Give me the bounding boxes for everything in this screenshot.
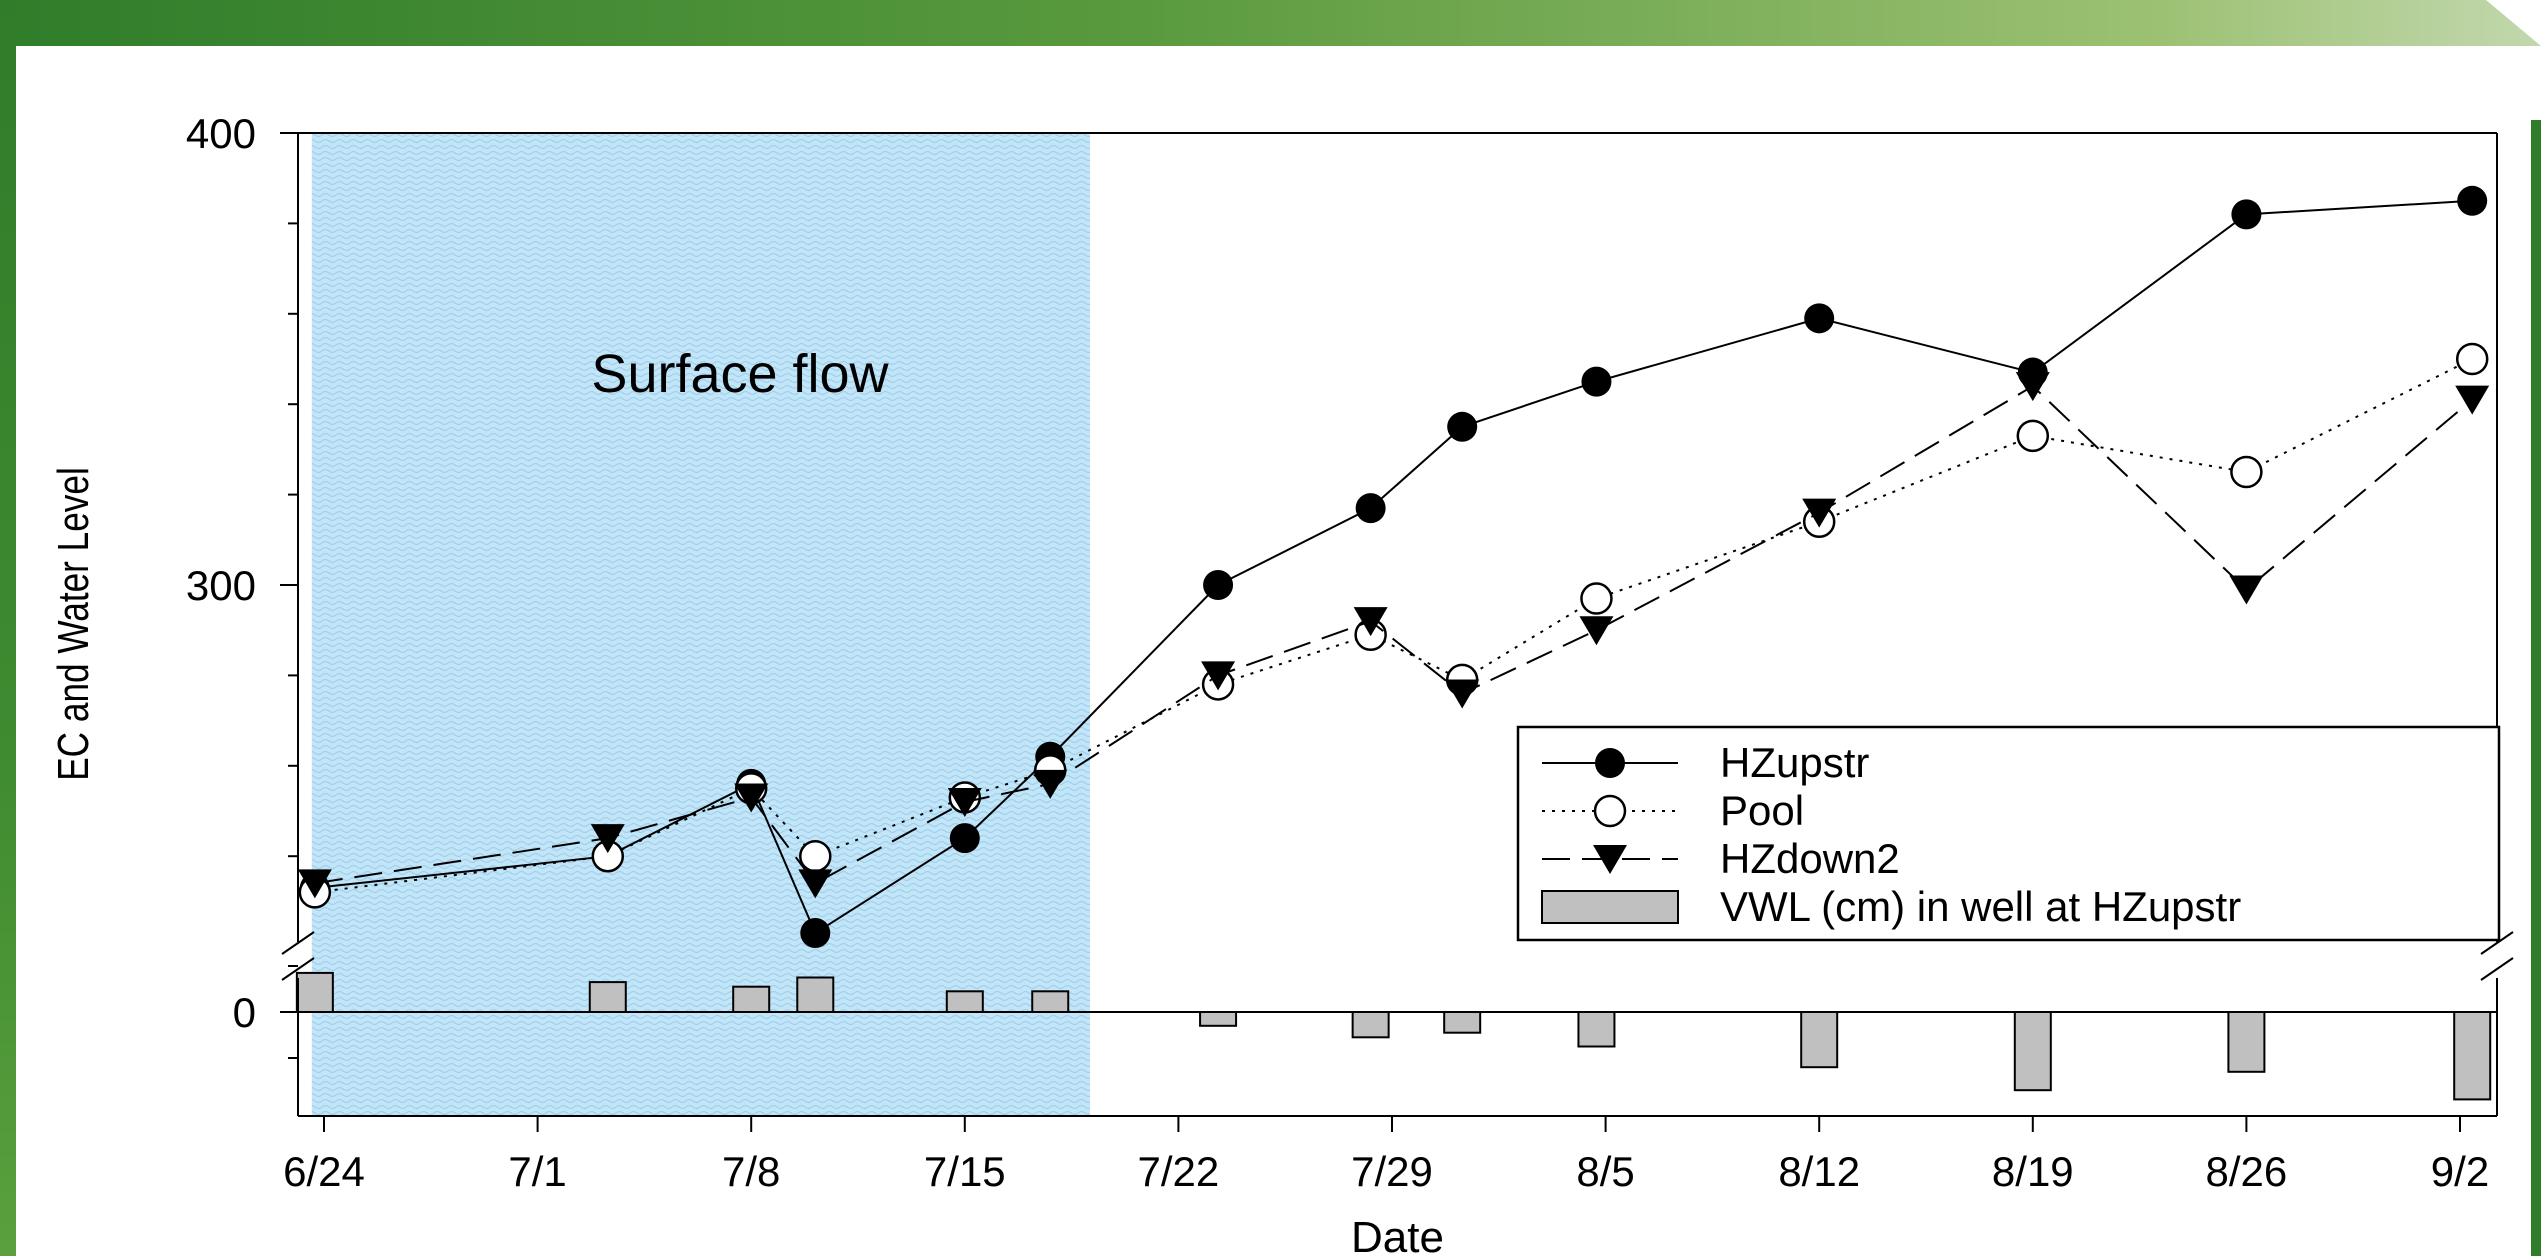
water-level-bar bbox=[945, 990, 984, 1013]
x-tick-label: 8/19 bbox=[1992, 1148, 2074, 1195]
x-axis-label: Date bbox=[1351, 1213, 1444, 1256]
axis-break-mark-right bbox=[2480, 931, 2514, 955]
point-pool bbox=[799, 839, 832, 873]
legend-marker-pool bbox=[1593, 794, 1627, 828]
point-hzdown2 bbox=[1033, 769, 1068, 799]
point-hzdown2 bbox=[734, 783, 769, 813]
water-level-bar bbox=[1351, 1011, 1390, 1039]
header-notch bbox=[2486, 0, 2541, 46]
y-tick-label: 400 bbox=[186, 110, 256, 157]
point-hzupstr bbox=[2231, 199, 2262, 230]
water-level-bar bbox=[2013, 1011, 2052, 1092]
legend-label-hzupstr: HZupstr bbox=[1720, 739, 1869, 786]
axis-break-mark-right bbox=[2480, 957, 2514, 981]
water-level-bar bbox=[1443, 1011, 1482, 1034]
water-level-bar bbox=[1199, 1011, 1238, 1027]
point-hzdown2 bbox=[798, 869, 833, 899]
header-banner bbox=[0, 0, 2541, 46]
point-hzupstr bbox=[1203, 570, 1234, 600]
point-hzdown2 bbox=[1201, 661, 1236, 691]
water-level-bar bbox=[588, 981, 627, 1013]
right-accent-bar bbox=[2531, 120, 2541, 1256]
point-hzupstr bbox=[1581, 366, 1612, 397]
y-tick-label: 0 bbox=[233, 989, 256, 1036]
point-hzdown2 bbox=[2229, 575, 2264, 605]
legend-label-pool: Pool bbox=[1720, 787, 1804, 834]
water-level-bar bbox=[2227, 1011, 2266, 1073]
point-hzupstr bbox=[800, 918, 831, 949]
water-level-bar bbox=[796, 976, 835, 1013]
point-hzupstr bbox=[1355, 493, 1386, 524]
point-hzdown2 bbox=[1353, 607, 1388, 637]
axis-break-mark-left bbox=[281, 957, 315, 981]
water-level-bar bbox=[1577, 1011, 1616, 1048]
legend-marker-hzdown2 bbox=[1593, 845, 1627, 874]
x-tick-label: 7/22 bbox=[1138, 1148, 1220, 1195]
point-pool bbox=[2455, 342, 2489, 376]
legend-label-water-level: VWL (cm) in well at HZupstr bbox=[1720, 883, 2241, 930]
legend-box bbox=[1516, 725, 2501, 942]
axis-break-mark-left bbox=[281, 931, 315, 955]
water-level-bar bbox=[1800, 1011, 1839, 1069]
surface-flow-texture bbox=[311, 133, 1090, 1116]
x-tick-label: 8/26 bbox=[2206, 1148, 2288, 1195]
water-level-bar bbox=[732, 985, 771, 1014]
left-accent-bar bbox=[0, 0, 16, 1256]
x-tick-label: 6/24 bbox=[283, 1148, 365, 1195]
point-pool bbox=[1580, 582, 1613, 615]
point-pool bbox=[2016, 419, 2050, 453]
series-line-hzupstr bbox=[314, 199, 2473, 935]
water-level-bar bbox=[295, 971, 334, 1014]
x-tick-label: 7/15 bbox=[924, 1148, 1006, 1195]
water-level-bar bbox=[2453, 1011, 2492, 1101]
point-hzupstr bbox=[1447, 411, 1478, 442]
point-hzdown2 bbox=[297, 869, 332, 899]
point-hzdown2 bbox=[590, 824, 625, 854]
point-hzdown2 bbox=[2455, 385, 2490, 415]
x-tick-label: 7/8 bbox=[722, 1148, 780, 1195]
point-hzupstr bbox=[2457, 185, 2488, 216]
legend-swatch-water-level bbox=[1541, 890, 1679, 924]
x-tick-label: 8/12 bbox=[1778, 1148, 1860, 1195]
water-level-bar bbox=[1031, 990, 1070, 1013]
point-hzdown2 bbox=[1579, 616, 1614, 646]
surface-flow-label: Surface flow bbox=[591, 344, 889, 404]
point-hzupstr bbox=[1804, 303, 1835, 334]
series-line-pool bbox=[314, 358, 2473, 894]
legend-label-hzdown2: HZdown2 bbox=[1720, 835, 1900, 882]
series-line-hzdown2 bbox=[314, 384, 2473, 885]
y-tick-label: 300 bbox=[186, 562, 256, 609]
point-hzupstr bbox=[949, 823, 980, 854]
x-tick-label: 7/1 bbox=[508, 1148, 566, 1195]
point-hzdown2 bbox=[1445, 679, 1480, 709]
x-tick-label: 7/29 bbox=[1351, 1148, 1433, 1195]
point-pool bbox=[2230, 455, 2263, 489]
point-hzdown2 bbox=[1802, 498, 1837, 528]
x-tick-label: 8/5 bbox=[1576, 1148, 1634, 1195]
legend-marker-hzupstr bbox=[1595, 748, 1625, 778]
x-tick-label: 9/2 bbox=[2431, 1148, 2489, 1195]
point-hzdown2 bbox=[2015, 372, 2050, 402]
y-axis-label: EC and Water Level bbox=[49, 467, 98, 781]
point-hzdown2 bbox=[947, 787, 982, 817]
